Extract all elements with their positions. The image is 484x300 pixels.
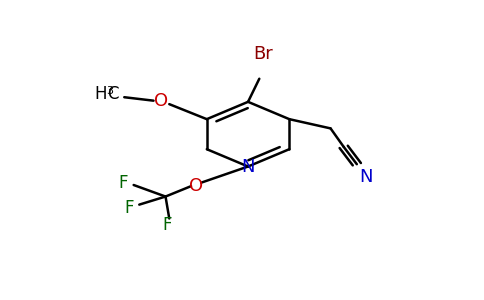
Text: F: F xyxy=(163,216,172,234)
Text: N: N xyxy=(360,168,373,186)
Text: Br: Br xyxy=(253,46,273,64)
Text: N: N xyxy=(242,158,255,175)
Text: O: O xyxy=(154,92,168,110)
Text: H: H xyxy=(95,85,107,103)
Text: F: F xyxy=(119,174,128,192)
Text: 3: 3 xyxy=(106,86,114,96)
Text: F: F xyxy=(124,199,134,217)
Text: O: O xyxy=(189,177,203,195)
Text: C: C xyxy=(107,85,119,103)
